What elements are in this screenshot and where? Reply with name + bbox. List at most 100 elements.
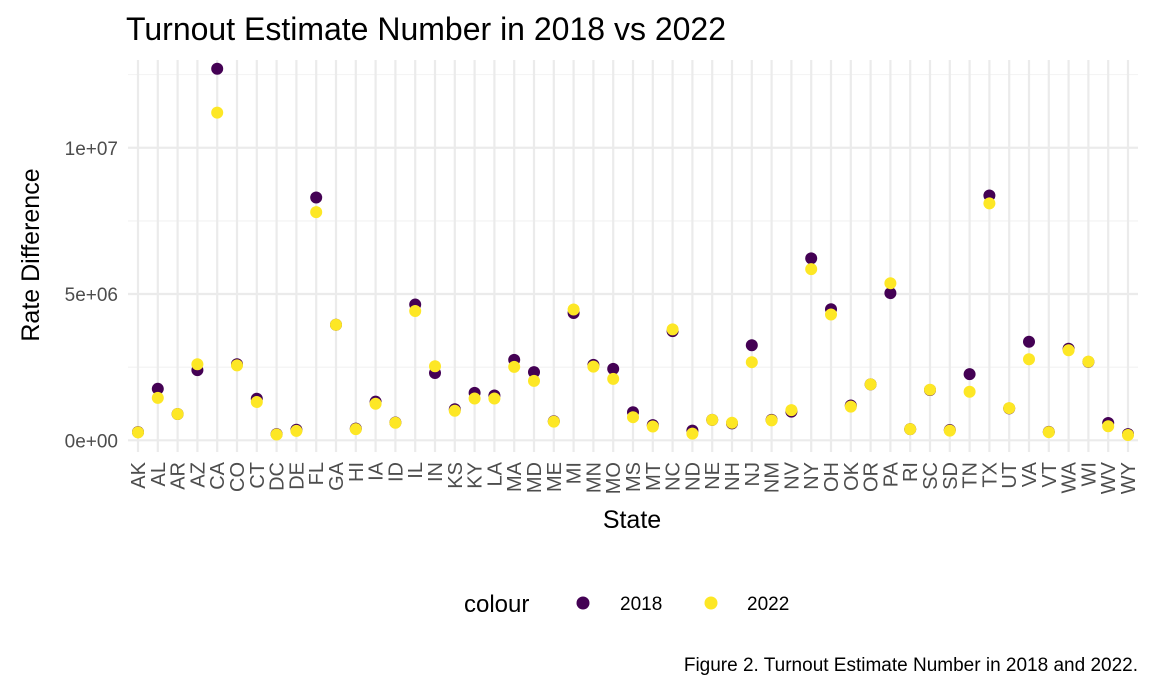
x-tick-label-oh: OH xyxy=(821,462,843,492)
point-2018-fl xyxy=(310,191,323,204)
point-2022-ny xyxy=(805,263,818,276)
x-tick-label-hi: HI xyxy=(346,462,368,482)
point-2018-al xyxy=(151,382,164,395)
x-tick-label-ca: CA xyxy=(207,461,229,489)
x-tick-label-nd: ND xyxy=(682,462,704,491)
x-tick-label-or: OR xyxy=(861,462,883,492)
point-2022-in xyxy=(429,360,441,373)
point-2022-wy xyxy=(1122,429,1134,442)
y-tick-label: 5e+06 xyxy=(65,285,118,306)
point-2022-tn xyxy=(963,385,976,398)
x-tick-label-md: MD xyxy=(524,462,546,493)
x-tick-label-ut: UT xyxy=(999,462,1021,489)
point-2022-hi xyxy=(349,423,362,436)
legend-swatch-2018 xyxy=(576,596,590,610)
x-tick-label-mt: MT xyxy=(643,462,665,491)
x-tick-label-mn: MN xyxy=(583,462,605,493)
point-2022-ne xyxy=(706,413,719,426)
point-2022-md xyxy=(528,374,540,387)
y-tick-labels: 0e+00 5e+06 1e+07 xyxy=(65,139,118,453)
x-axis-title: State xyxy=(603,506,661,534)
point-2022-ak xyxy=(132,426,144,439)
x-tick-label-tn: TN xyxy=(960,462,982,489)
point-2022-sc xyxy=(924,383,936,396)
point-2022-id xyxy=(389,416,402,429)
point-2022-ky xyxy=(468,392,481,405)
x-tick-label-in: IN xyxy=(425,462,447,482)
x-tick-label-ky: KY xyxy=(465,462,487,489)
x-tick-label-az: AZ xyxy=(187,462,209,488)
point-2022-me xyxy=(547,415,560,428)
point-2022-or xyxy=(864,378,877,391)
point-2022-ia xyxy=(369,397,382,410)
data-points xyxy=(132,62,1134,442)
point-2022-ga xyxy=(330,318,342,331)
point-2022-va xyxy=(1023,353,1035,366)
x-tick-label-wi: WI xyxy=(1078,462,1100,486)
legend-swatch-2022 xyxy=(704,596,718,610)
point-2022-nc xyxy=(666,323,679,336)
x-tick-label-va: VA xyxy=(1019,461,1041,487)
point-2022-dc xyxy=(270,428,283,441)
point-2018-pa xyxy=(884,287,897,300)
x-tick-label-nm: NM xyxy=(762,462,784,493)
x-tick-label-nc: NC xyxy=(663,462,685,491)
point-2022-wi xyxy=(1082,355,1095,368)
x-tick-label-de: DE xyxy=(286,462,308,490)
point-2022-mt xyxy=(646,420,659,433)
point-2022-wa xyxy=(1062,344,1075,357)
y-axis-title: Rate Difference xyxy=(17,168,45,341)
x-tick-label-il: IL xyxy=(405,462,427,479)
x-tick-label-nh: NH xyxy=(722,462,744,491)
x-tick-label-me: ME xyxy=(544,462,566,492)
point-2022-ok xyxy=(844,400,857,413)
x-tick-label-sd: SD xyxy=(940,462,962,490)
x-tick-label-ct: CT xyxy=(247,462,269,489)
x-tick-label-ma: MA xyxy=(504,461,526,492)
point-2022-mi xyxy=(567,303,580,316)
x-tick-label-dc: DC xyxy=(267,462,289,491)
point-2018-ca xyxy=(211,62,224,75)
point-2022-la xyxy=(488,392,501,405)
point-2022-co xyxy=(231,359,243,372)
point-2018-tn xyxy=(963,368,976,381)
x-tick-label-la: LA xyxy=(484,461,506,486)
point-2022-il xyxy=(409,304,422,317)
point-2022-fl xyxy=(310,206,323,219)
x-tick-label-sc: SC xyxy=(920,462,942,490)
point-2022-oh xyxy=(825,308,837,321)
x-tick-label-id: ID xyxy=(385,462,407,482)
point-2022-tx xyxy=(983,197,996,210)
x-tick-label-wa: WA xyxy=(1059,461,1081,493)
x-tick-label-ri: RI xyxy=(900,462,922,482)
point-2022-mo xyxy=(607,372,620,385)
point-2022-ar xyxy=(171,407,184,420)
point-2022-ms xyxy=(627,411,639,424)
point-2022-nh xyxy=(726,416,738,429)
legend-title: colour xyxy=(464,591,529,618)
y-tick-label: 1e+07 xyxy=(65,139,118,160)
x-tick-label-tx: TX xyxy=(979,462,1001,488)
x-tick-label-al: AL xyxy=(148,462,170,486)
x-tick-label-ia: IA xyxy=(366,461,388,481)
point-2022-ri xyxy=(904,423,917,436)
point-2022-ks xyxy=(448,404,461,417)
figure-caption: Figure 2. Turnout Estimate Number in 201… xyxy=(684,655,1138,676)
x-tick-label-ok: OK xyxy=(841,461,863,491)
grid xyxy=(128,60,1138,452)
legend-label-2018: 2018 xyxy=(620,594,662,615)
x-tick-labels: AKALARAZCACOCTDCDEFLGAHIIAIDILINKSKYLAMA… xyxy=(128,461,1140,494)
point-2022-nd xyxy=(686,427,699,440)
point-2022-nj xyxy=(745,356,758,369)
x-tick-label-ar: AR xyxy=(168,462,190,490)
point-2022-mn xyxy=(587,360,600,373)
point-2022-al xyxy=(151,391,164,404)
point-2022-de xyxy=(290,424,303,437)
chart-title: Turnout Estimate Number in 2018 vs 2022 xyxy=(126,11,726,47)
point-2022-pa xyxy=(884,277,897,290)
x-tick-label-ks: KS xyxy=(445,462,467,489)
x-tick-label-ga: GA xyxy=(326,461,348,491)
point-2018-md xyxy=(528,366,540,379)
x-tick-label-nv: NV xyxy=(781,461,803,489)
